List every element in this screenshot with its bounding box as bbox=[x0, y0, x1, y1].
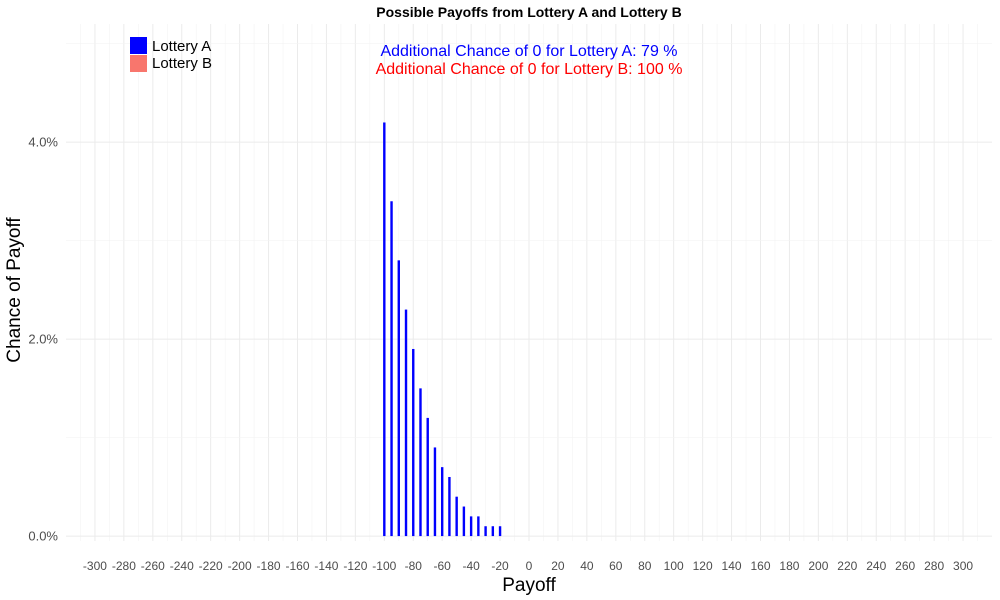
x-tick-label: -120 bbox=[343, 559, 367, 573]
y-tick-label: 2.0% bbox=[28, 332, 58, 347]
x-tick-label: -220 bbox=[199, 559, 223, 573]
legend-swatch-lottery-a bbox=[130, 37, 147, 54]
bar-lottery-a bbox=[433, 447, 437, 537]
y-tick-label: 0.0% bbox=[28, 529, 58, 544]
x-tick-label: -280 bbox=[112, 559, 136, 573]
x-tick-label: 160 bbox=[750, 559, 770, 573]
legend: Lottery A Lottery B bbox=[130, 37, 212, 72]
x-tick-label: 140 bbox=[722, 559, 742, 573]
bar-lottery-a bbox=[484, 526, 487, 537]
x-tick-label: 240 bbox=[866, 559, 886, 573]
x-tick-label: 80 bbox=[638, 559, 652, 573]
bar-lottery-a bbox=[491, 526, 495, 537]
bar-lottery-a bbox=[455, 496, 458, 537]
x-tick-label: -300 bbox=[83, 559, 107, 573]
x-tick-label: 60 bbox=[609, 559, 623, 573]
x-tick-label: 200 bbox=[808, 559, 828, 573]
bar-lottery-a bbox=[462, 506, 466, 537]
bar-lottery-a bbox=[469, 516, 473, 537]
x-tick-label: 220 bbox=[837, 559, 857, 573]
bar-lottery-a bbox=[390, 201, 393, 537]
x-tick-label: -60 bbox=[434, 559, 452, 573]
x-tick-label: 120 bbox=[693, 559, 713, 573]
bar-lottery-a bbox=[440, 467, 444, 537]
x-tick-label: 260 bbox=[895, 559, 915, 573]
legend-swatch-lottery-b bbox=[130, 55, 147, 72]
x-tick-label: -240 bbox=[170, 559, 194, 573]
x-tick-label: 300 bbox=[953, 559, 973, 573]
chart-title: Possible Payoffs from Lottery A and Lott… bbox=[376, 4, 681, 20]
legend-label-lottery-b: Lottery B bbox=[152, 55, 212, 72]
x-tick-label: -180 bbox=[257, 559, 281, 573]
x-tick-label: 180 bbox=[779, 559, 799, 573]
x-tick-label: -260 bbox=[141, 559, 165, 573]
x-tick-label: -20 bbox=[491, 559, 509, 573]
bar-lottery-a bbox=[498, 526, 502, 537]
x-tick-label: -160 bbox=[285, 559, 309, 573]
annotation-lottery-b: Additional Chance of 0 for Lottery B: 10… bbox=[376, 61, 683, 78]
x-tick-label: 100 bbox=[664, 559, 684, 573]
x-tick-label: -100 bbox=[372, 559, 396, 573]
x-tick-label: -40 bbox=[462, 559, 480, 573]
grid-lines bbox=[66, 24, 992, 541]
x-tick-label: -200 bbox=[228, 559, 252, 573]
bar-lottery-a bbox=[404, 309, 408, 537]
x-axis-label: Payoff bbox=[502, 575, 556, 596]
x-axis-ticks: -300 -280 -260 -240 -220 -200 -180 -160 -140 -120… bbox=[83, 559, 973, 573]
y-axis-label: Chance of Payoff bbox=[4, 217, 25, 363]
bar-lottery-a bbox=[383, 122, 386, 537]
bar-lottery-a bbox=[397, 260, 400, 537]
bar-lottery-a bbox=[448, 476, 451, 537]
y-axis-ticks: 0.0% 2.0% 4.0% bbox=[28, 135, 58, 544]
x-tick-label: 40 bbox=[580, 559, 594, 573]
bar-lottery-a bbox=[477, 516, 480, 537]
bar-lottery-a bbox=[412, 348, 415, 537]
bars-lottery-a bbox=[383, 122, 502, 537]
bar-lottery-a bbox=[426, 417, 429, 537]
legend-label-lottery-a: Lottery A bbox=[152, 38, 211, 55]
x-tick-label: -80 bbox=[405, 559, 423, 573]
x-tick-label: 20 bbox=[551, 559, 565, 573]
annotation-lottery-a: Additional Chance of 0 for Lottery A: 79… bbox=[380, 43, 677, 60]
x-tick-label: -140 bbox=[314, 559, 338, 573]
y-tick-label: 4.0% bbox=[28, 135, 58, 150]
bar-lottery-a bbox=[419, 388, 422, 537]
x-tick-label: 280 bbox=[924, 559, 944, 573]
x-tick-label: 0 bbox=[526, 559, 533, 573]
